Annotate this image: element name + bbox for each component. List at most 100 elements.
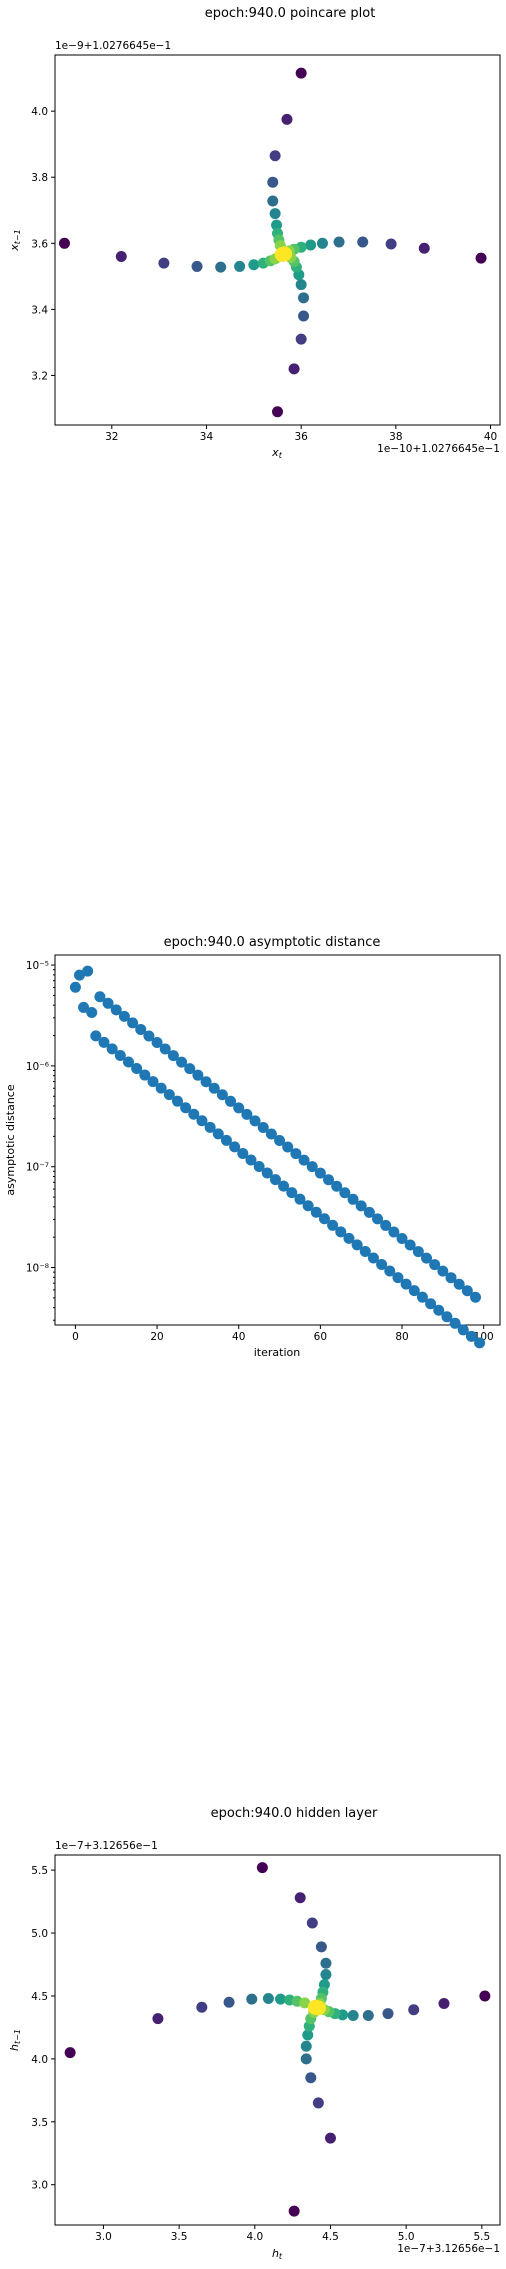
c2-point [98, 1036, 110, 1048]
c1-point [269, 208, 281, 220]
c2-y-tick-label: 10⁻⁶ [26, 1061, 49, 1073]
c2-point [294, 1193, 306, 1205]
c3-x-tick-label: 5.0 [398, 2231, 415, 2243]
c2-point [122, 1056, 134, 1068]
c2-y-tick-label: 10⁻⁸ [26, 1263, 49, 1275]
c1-point [191, 260, 203, 272]
c3-point [438, 1998, 450, 2010]
asymptotic-y-label: asymptotic distance [4, 1084, 17, 1195]
c1-x-tick-label: 40 [484, 431, 497, 443]
c2-point [90, 1030, 102, 1042]
c2-x-tick-label: 20 [150, 1331, 163, 1343]
c1-x-tick-label: 38 [389, 431, 402, 443]
c2-y-tick-label: 10⁻⁵ [26, 960, 49, 972]
c3-x-tick-label: 4.5 [322, 2231, 339, 2243]
c2-point [118, 1010, 130, 1022]
c3-y-tick-label: 5.5 [31, 1865, 48, 1877]
c3-y-tick-label: 5.0 [31, 1928, 48, 1940]
c3-y-tick-label: 3.0 [31, 2180, 48, 2192]
asymptotic-distance-plot: epoch:940.0 asymptotic distance 0 20 40 60 8… [4, 935, 501, 1359]
c2-point [363, 1206, 375, 1218]
c2-point [253, 1161, 265, 1173]
c2-point [359, 1245, 371, 1257]
poincare-plot: epoch:940.0 poincare plot 1e−9+1.0276645… [8, 6, 501, 460]
c1-point [215, 261, 227, 273]
c1-point [298, 292, 310, 304]
c3-x-tick-label: 4.0 [246, 2231, 263, 2243]
c1-point [305, 239, 317, 251]
c2-point [200, 1076, 212, 1088]
c3-point [324, 2132, 336, 2144]
asymptotic-x-label: iteration [254, 1346, 300, 1359]
c2-point [384, 1265, 396, 1277]
c2-point [237, 1147, 249, 1159]
c2-point [151, 1037, 163, 1049]
c2-point [159, 1043, 171, 1055]
c2-point [376, 1259, 388, 1271]
c3-point [347, 2009, 359, 2021]
hidden-axes-frame [54, 1854, 501, 2226]
c2-point [208, 1082, 220, 1094]
hidden-title: epoch:940.0 hidden layer [211, 1806, 378, 1821]
c2-x-tick-label: 40 [232, 1331, 245, 1343]
c2-point [69, 981, 81, 993]
c3-y-tick-label: 4.0 [31, 2054, 48, 2066]
c3-point [299, 1997, 311, 2009]
hidden-x-offset: 1e−7+3.12656e−1 [397, 2243, 500, 2255]
c1-y-tick-label: 3.4 [31, 304, 48, 316]
c2-point [461, 1285, 473, 1297]
c2-point [327, 1219, 339, 1231]
c2-point [220, 1134, 232, 1146]
c1-x-tick-label: 34 [200, 431, 214, 443]
c2-point [318, 1213, 330, 1225]
c2-point [274, 1135, 286, 1147]
c2-point [408, 1285, 420, 1297]
c3-y-tick-label: 3.5 [31, 2117, 48, 2129]
c2-point [225, 1095, 237, 1107]
c1-point [316, 237, 328, 249]
c2-point [339, 1187, 351, 1199]
c2-point [392, 1272, 404, 1284]
c2-point [143, 1030, 155, 1042]
c2-x-tick-label: 0 [72, 1331, 79, 1343]
c3-point [479, 1990, 491, 2002]
poincare-y-label: xt−1 [8, 229, 22, 251]
c2-point [351, 1239, 363, 1251]
c1-point [267, 195, 279, 207]
c3-point [262, 1992, 274, 2004]
c2-point [290, 1148, 302, 1160]
c3-x-tick-label: 3.5 [171, 2231, 188, 2243]
c2-point [331, 1180, 343, 1192]
c1-point [272, 406, 283, 418]
c2-point [380, 1219, 392, 1231]
c2-point [302, 1200, 314, 1212]
hidden-layer-plot: epoch:940.0 hidden layer 1e−7+3.12656e−1… [8, 1806, 501, 2261]
c2-point [180, 1102, 192, 1114]
c2-point [372, 1213, 384, 1225]
c2-point [400, 1278, 412, 1290]
c2-point [310, 1206, 322, 1218]
c2-point [416, 1291, 428, 1303]
poincare-axes-frame [54, 54, 501, 426]
c1-point [234, 260, 246, 272]
c2-point [114, 1049, 126, 1061]
c3-point [196, 2001, 208, 2013]
c3-point [312, 2097, 324, 2109]
c2-point [286, 1187, 298, 1199]
c2-point [86, 1006, 98, 1018]
c1-point [58, 237, 70, 249]
c1-point [357, 236, 369, 248]
c2-point [147, 1076, 159, 1088]
c1-point [333, 236, 345, 248]
c2-point [347, 1193, 359, 1205]
c2-point [163, 1089, 175, 1101]
c3-point [300, 2040, 312, 2052]
c2-point [278, 1180, 290, 1192]
c2-point [433, 1304, 445, 1316]
hidden-points [64, 1862, 491, 2217]
c2-point [241, 1108, 253, 1120]
poincare-x-offset: 1e−10+1.0276645e−1 [377, 443, 500, 455]
c3-point [302, 2029, 314, 2041]
c3-point [315, 1941, 327, 1953]
c2-point [412, 1246, 424, 1258]
